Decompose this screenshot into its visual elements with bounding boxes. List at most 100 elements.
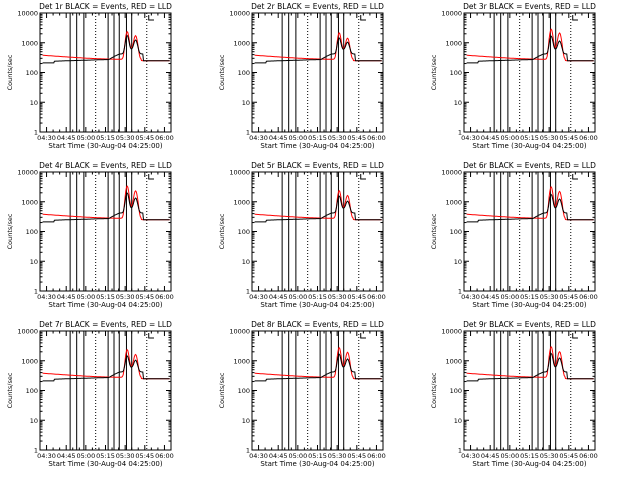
- y-tick-label: 1: [34, 129, 38, 137]
- x-tick-label: 05:30: [540, 293, 559, 301]
- y-tick-label: 10000: [229, 169, 250, 177]
- x-axis-label: Start Time (30-Aug-04 04:25:00): [472, 142, 586, 150]
- y-tick-label: 10: [242, 417, 250, 425]
- y-tick-label: 1: [34, 447, 38, 455]
- top-marker: [360, 15, 366, 21]
- x-tick-label: 05:45: [347, 134, 366, 142]
- detector-panel: Det 8r BLACK = Events, RED = LLD Start Ti…: [218, 320, 386, 468]
- plot-frame: [251, 171, 384, 292]
- lld-series-line: [42, 348, 170, 380]
- x-tick-label: 05:00: [500, 293, 519, 301]
- x-tick-label: 06:00: [579, 293, 598, 301]
- x-tick-label: 04:45: [269, 452, 288, 460]
- y-tick-label: 10000: [441, 10, 462, 18]
- events-series-line: [466, 352, 594, 382]
- x-tick-label: 05:30: [540, 134, 559, 142]
- y-axis-label: Counts/sec: [430, 54, 438, 90]
- detector-panel: Det 6r BLACK = Events, RED = LLD Start Ti…: [430, 161, 598, 309]
- plot-frame: [39, 330, 172, 451]
- x-tick-label: 05:00: [76, 452, 95, 460]
- x-tick-label: 06:00: [367, 293, 386, 301]
- y-tick-label: 1: [246, 447, 250, 455]
- x-tick-label: 05:30: [116, 293, 135, 301]
- y-tick-label: 10: [454, 417, 462, 425]
- detector-panel: Det 5r BLACK = Events, RED = LLD Start Ti…: [218, 161, 386, 309]
- panel-title: Det 7r BLACK = Events, RED = LLD: [39, 320, 172, 329]
- lld-series-line: [466, 345, 594, 380]
- y-tick-label: 100: [238, 387, 250, 395]
- x-tick-label: 05:00: [76, 293, 95, 301]
- x-tick-label: 04:45: [57, 134, 76, 142]
- x-tick-label: 05:45: [559, 452, 578, 460]
- y-tick-label: 100: [26, 228, 38, 236]
- x-tick-label: 04:30: [249, 134, 268, 142]
- x-tick-label: 04:45: [481, 293, 500, 301]
- x-tick-label: 05:30: [328, 452, 347, 460]
- x-tick-label: 05:15: [96, 452, 115, 460]
- y-tick-label: 1: [34, 288, 38, 296]
- y-tick-label: 1: [458, 447, 462, 455]
- y-tick-label: 10000: [17, 10, 38, 18]
- x-tick-label: 05:00: [500, 134, 519, 142]
- detector-panel: Det 2r BLACK = Events, RED = LLD Start Ti…: [218, 2, 386, 150]
- x-tick-label: 05:15: [308, 452, 327, 460]
- plot-frame: [463, 171, 596, 292]
- x-tick-label: 05:45: [135, 293, 154, 301]
- y-axis-label: Counts/sec: [430, 213, 438, 249]
- detector-panel: Det 4r BLACK = Events, RED = LLD Start Ti…: [6, 161, 174, 309]
- panel-title: Det 2r BLACK = Events, RED = LLD: [251, 2, 384, 11]
- x-tick-label: 05:30: [540, 452, 559, 460]
- y-tick-label: 1000: [233, 357, 250, 365]
- x-tick-label: 05:15: [520, 134, 539, 142]
- y-tick-label: 1000: [233, 39, 250, 47]
- events-series-line: [466, 35, 594, 64]
- top-marker: [572, 174, 578, 180]
- y-tick-label: 1000: [21, 198, 38, 206]
- x-tick-label: 05:15: [308, 293, 327, 301]
- plot-frame: [463, 330, 596, 451]
- x-tick-label: 06:00: [155, 293, 174, 301]
- lld-series-line: [42, 185, 170, 221]
- events-series-line: [254, 37, 382, 64]
- x-tick-label: 04:30: [37, 134, 56, 142]
- y-tick-label: 100: [238, 228, 250, 236]
- top-marker: [572, 15, 578, 21]
- x-tick-label: 05:45: [559, 293, 578, 301]
- top-marker: [148, 174, 154, 180]
- x-tick-label: 05:00: [76, 134, 95, 142]
- x-tick-label: 04:45: [269, 134, 288, 142]
- lld-series-line: [254, 32, 382, 62]
- x-tick-label: 06:00: [155, 134, 174, 142]
- x-tick-label: 05:30: [328, 293, 347, 301]
- y-tick-label: 10: [30, 99, 38, 107]
- x-axis-label: Start Time (30-Aug-04 04:25:00): [48, 142, 162, 150]
- events-series-line: [254, 353, 382, 382]
- panel-title: Det 6r BLACK = Events, RED = LLD: [463, 161, 596, 170]
- x-axis-label: Start Time (30-Aug-04 04:25:00): [48, 460, 162, 468]
- events-series-line: [42, 34, 170, 64]
- x-tick-label: 05:15: [96, 134, 115, 142]
- y-tick-label: 1: [246, 129, 250, 137]
- plot-frame: [39, 171, 172, 292]
- lld-series-line: [254, 189, 382, 221]
- y-tick-label: 100: [450, 69, 462, 77]
- x-tick-label: 05:15: [520, 452, 539, 460]
- y-axis-label: Counts/sec: [430, 372, 438, 408]
- y-tick-label: 10000: [229, 328, 250, 336]
- x-tick-label: 05:00: [288, 134, 307, 142]
- x-tick-label: 04:30: [461, 452, 480, 460]
- top-marker: [148, 15, 154, 21]
- y-tick-label: 1: [458, 129, 462, 137]
- x-tick-label: 05:30: [116, 134, 135, 142]
- detector-panel: Det 1r BLACK = Events, RED = LLD Start Ti…: [6, 2, 174, 150]
- top-marker: [360, 174, 366, 180]
- x-tick-label: 04:30: [249, 293, 268, 301]
- plot-frame: [251, 12, 384, 133]
- x-tick-label: 06:00: [367, 134, 386, 142]
- x-axis-label: Start Time (30-Aug-04 04:25:00): [260, 142, 374, 150]
- y-tick-label: 1: [458, 288, 462, 296]
- panel-title: Det 3r BLACK = Events, RED = LLD: [463, 2, 596, 11]
- events-series-line: [42, 192, 170, 223]
- x-tick-label: 05:30: [328, 134, 347, 142]
- y-tick-label: 100: [450, 387, 462, 395]
